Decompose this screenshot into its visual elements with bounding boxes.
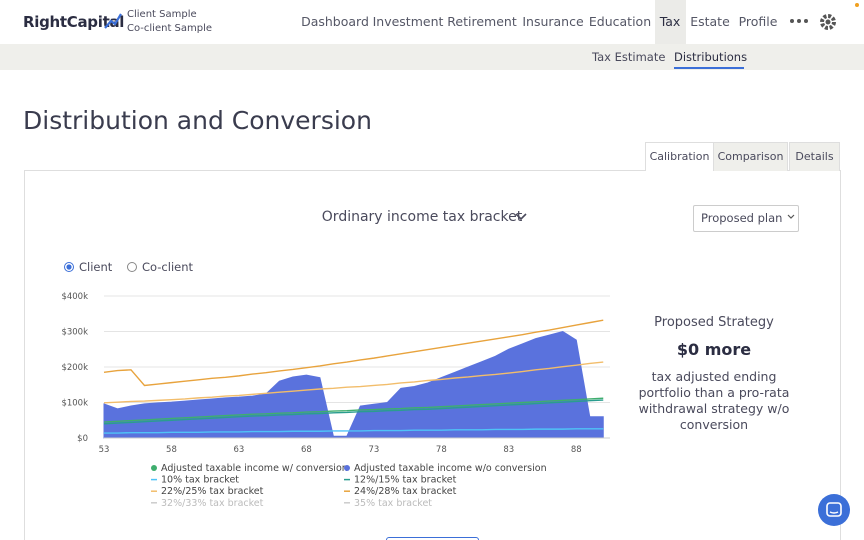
- subnav-item[interactable]: Tax Estimate: [592, 50, 666, 64]
- page-title: Distribution and Conversion: [23, 106, 372, 135]
- more-menu[interactable]: [789, 17, 809, 25]
- legend-label: 24%/28% tax bracket: [354, 486, 457, 497]
- y-tick-label: $400k: [61, 292, 88, 302]
- legend-label: 35% tax bracket: [354, 498, 432, 509]
- y-tick-label: $0: [77, 434, 88, 444]
- line: [103, 397, 604, 423]
- x-tick-label: 83: [503, 445, 514, 455]
- summary-text: tax adjusted ending portfolio than a pro…: [638, 369, 790, 432]
- active-underline: [674, 67, 744, 69]
- tab[interactable]: Details: [789, 142, 840, 171]
- x-tick-label: 53: [99, 445, 110, 455]
- y-tick-label: $200k: [61, 363, 88, 373]
- x-tick-label: 88: [571, 445, 582, 455]
- x-tick-label: 68: [301, 445, 312, 455]
- notification-dot: [855, 3, 859, 7]
- plan-select-label: Proposed plan: [701, 211, 783, 225]
- chart: $0 $100k $200k $300k $400k 53 58 63 68 73 78 83 88 Ad…: [61, 292, 610, 509]
- nav-item[interactable]: Dashboard: [301, 14, 369, 29]
- radio-checked[interactable]: [63, 261, 75, 273]
- legend-marker: [344, 465, 350, 471]
- nav-item[interactable]: Estate: [690, 14, 730, 29]
- summary-amount: $0 more: [676, 340, 752, 359]
- line: [103, 319, 604, 387]
- line: [103, 399, 604, 425]
- nav-item[interactable]: Insurance: [522, 14, 584, 29]
- radio-label[interactable]: Client: [79, 260, 113, 274]
- nav-item[interactable]: Education: [588, 14, 652, 29]
- legend-label: 12%/15% tax bracket: [354, 475, 457, 486]
- tab-active[interactable]: Calibration: [645, 142, 714, 171]
- chat-button[interactable]: [817, 493, 851, 527]
- legend-label: Adjusted taxable income w/ conversion: [161, 463, 348, 474]
- line: [104, 428, 604, 434]
- nav-item[interactable]: Investment: [372, 14, 444, 29]
- x-tick-label: 78: [436, 445, 447, 455]
- legend-label: Adjusted taxable income w/o conversion: [354, 463, 547, 474]
- legend-label: 10% tax bracket: [161, 475, 239, 486]
- y-tick-label: $300k: [61, 328, 88, 338]
- client-name: Client Sample: [127, 9, 197, 20]
- subnav: [0, 44, 864, 70]
- nav-item[interactable]: Retirement: [447, 14, 517, 29]
- radio[interactable]: [126, 261, 138, 273]
- select-caret: [787, 214, 795, 219]
- x-tick-label: 73: [368, 445, 379, 455]
- legend-marker: [151, 465, 157, 471]
- legend-label: 22%/25% tax bracket: [161, 486, 264, 497]
- legend-label: 32%/33% tax bracket: [161, 498, 264, 509]
- x-tick-label: 63: [234, 445, 245, 455]
- area: [103, 330, 604, 439]
- x-tick-label: 58: [166, 445, 177, 455]
- tab[interactable]: Comparison: [713, 142, 788, 171]
- dropdown-caret[interactable]: [514, 212, 528, 222]
- plan-select[interactable]: [693, 205, 799, 232]
- line: [103, 361, 604, 404]
- nav-item-active[interactable]: Tax: [659, 14, 681, 29]
- nav-item[interactable]: Profile: [738, 14, 778, 29]
- coclient-name: Co-client Sample: [127, 23, 213, 34]
- brand[interactable]: RightCapital: [23, 13, 125, 31]
- radio-label[interactable]: Co-client: [142, 260, 194, 274]
- bottom-button[interactable]: [386, 537, 479, 540]
- chart-selector[interactable]: Ordinary income tax bracket: [321, 209, 523, 225]
- y-tick-label: $100k: [61, 399, 88, 409]
- settings-icon[interactable]: [819, 13, 837, 31]
- brand-logo: [104, 13, 122, 29]
- subnav-item-active[interactable]: Distributions: [674, 50, 748, 64]
- summary-title: Proposed Strategy: [654, 315, 774, 330]
- active-nav-bg: [655, 0, 686, 44]
